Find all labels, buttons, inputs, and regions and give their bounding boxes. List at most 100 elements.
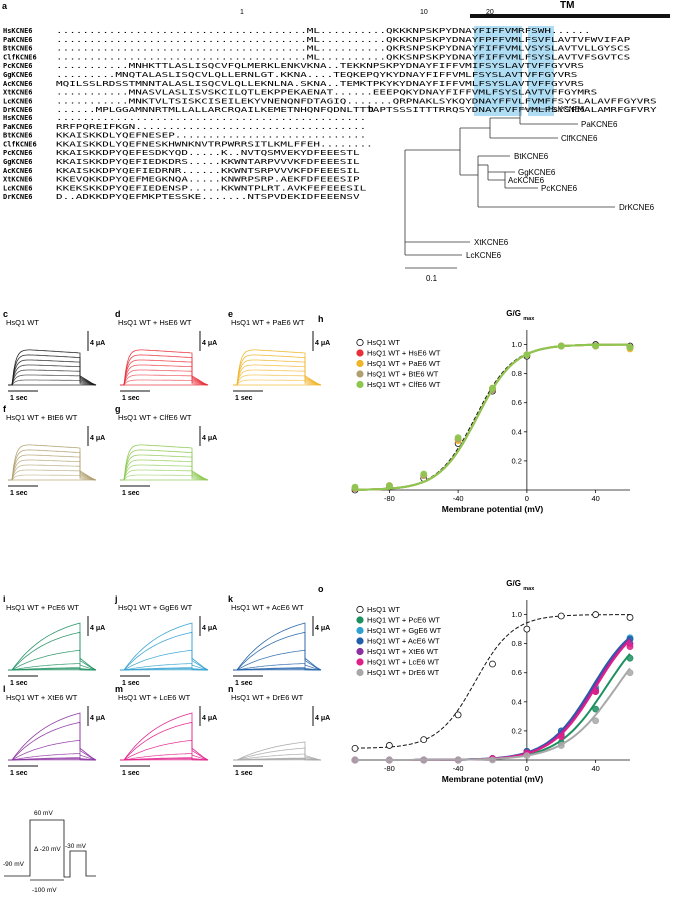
tree-leaf: BtKCNE6 [514, 152, 549, 161]
y-tick-label: 1.0 [511, 340, 521, 349]
current-trace [8, 455, 96, 480]
current-trace [8, 722, 96, 760]
tree-leaf: HsKCNE6 [548, 105, 585, 114]
tree-leaf: PaKCNE6 [581, 120, 618, 129]
x-tick-label: -80 [384, 494, 395, 503]
data-point [352, 745, 358, 751]
sequence-text: ........................................… [56, 114, 366, 122]
data-point [455, 712, 461, 718]
sequence-text: ...........MNHKTTLASLISQCVFQLMERKLENKVKN… [56, 62, 584, 70]
sequence-name: DrKCNE6 [3, 193, 33, 201]
sequence-name: BtKCNE6 [3, 45, 33, 53]
trace-panel-title: HsQ1 WT + PcE6 WT [6, 603, 79, 612]
trace-panel-title: HsQ1 WT + PaE6 WT [231, 318, 305, 327]
data-point [421, 471, 427, 477]
sequence-name: HsKCNE6 [3, 27, 33, 35]
data-point [627, 614, 633, 620]
current-scale-label: 4 μA [90, 340, 105, 347]
data-point [593, 612, 599, 618]
x-tick-label: 0 [525, 494, 529, 503]
legend-label: HsQ1 WT + AcE6 WT [367, 637, 440, 646]
data-point [386, 757, 392, 763]
current-trace [8, 623, 96, 670]
protocol-label-bottom: -100 mV [32, 887, 57, 894]
sequence-name: ClfKCNE6 [3, 140, 37, 148]
x-tick-label: 0 [525, 764, 529, 773]
sequence-name: AcKCNE6 [3, 80, 33, 88]
current-scale-label: 4 μA [202, 435, 217, 442]
trace-panel-title: HsQ1 WT + DrE6 WT [231, 693, 304, 702]
data-point [593, 718, 599, 724]
legend-label: HsQ1 WT + PaE6 WT [367, 359, 441, 368]
data-point [627, 670, 633, 676]
sequence-text: .........MNQTALASLISQCVLQLLERNLGT.KKNA..… [56, 71, 577, 79]
sequence-text: ...........MNASVLASLISVSKCILQTLEKPPEKAEN… [56, 89, 597, 97]
data-point [593, 343, 599, 349]
x-tick-label: -80 [384, 764, 395, 773]
legend-marker [357, 350, 363, 356]
data-point [627, 655, 633, 661]
legend-label: HsQ1 WT + BtE6 WT [367, 370, 439, 379]
y-tick-label: 0.2 [511, 726, 521, 735]
sequence-text: RRFPQREIFKGN............................… [56, 123, 366, 131]
data-point [524, 352, 530, 358]
legend-marker [357, 371, 363, 377]
protocol-label-tail: -30 mV [65, 843, 87, 850]
legend-label: HsQ1 WT + GgE6 WT [367, 626, 442, 635]
data-point [490, 385, 496, 391]
alignment-block-2: HsKCNE6.................................… [3, 114, 373, 201]
time-scale-label: 1 sec [235, 770, 253, 777]
current-trace [120, 360, 208, 385]
tree-leaf: DrKCNE6 [619, 203, 655, 212]
legend-marker [357, 617, 363, 623]
y-tick-label: 0.6 [511, 668, 521, 677]
panel-label-j: j [114, 594, 118, 604]
phylogenetic-tree: HsKCNE6 PaKCNE6 ClfKCNE6 BtKCNE6 GgKCNE6… [405, 105, 655, 283]
legend-marker [357, 659, 363, 665]
sequence-name: LcKCNE6 [3, 97, 33, 105]
sequence-name: XtKCNE6 [3, 89, 33, 97]
current-trace [120, 713, 208, 760]
current-trace [8, 360, 96, 385]
legend-label: HsQ1 WT [367, 338, 400, 347]
current-trace [233, 623, 321, 670]
time-scale-label: 1 sec [10, 490, 28, 497]
time-scale-label: 1 sec [235, 395, 253, 402]
tree-panel: b HsKCNE6 PaKCNE6 [368, 104, 655, 283]
ruler-label: 10 [420, 9, 428, 16]
sequence-text: ......................................ML… [56, 53, 630, 61]
time-scale-label: 1 sec [235, 680, 253, 687]
sequence-name: DrKCNE6 [3, 106, 33, 114]
current-scale-label: 4 μA [202, 340, 217, 347]
sequence-name: PcKCNE6 [3, 149, 33, 157]
time-scale-label: 1 sec [122, 490, 140, 497]
legend-label: HsQ1 WT [367, 605, 400, 614]
current-trace [8, 713, 96, 760]
sequence-name: AcKCNE6 [3, 167, 33, 175]
data-point [593, 689, 599, 695]
data-point [490, 661, 496, 667]
sequence-name: GgKCNE6 [3, 158, 33, 166]
data-point [455, 757, 461, 763]
current-scale-label: 4 μA [202, 715, 217, 722]
tree-scale-label: 0.1 [426, 274, 438, 283]
data-point [421, 757, 427, 763]
x-tick-label: 40 [591, 494, 599, 503]
sequence-name: PaKCNE6 [3, 36, 33, 44]
legend-label: HsQ1 WT + DrE6 WT [367, 668, 440, 677]
data-point [455, 435, 461, 441]
sequence-text: D..ADKKDPYQEFMKPTESSKE.......NTSPVDEKIDF… [56, 193, 360, 201]
data-point [386, 742, 392, 748]
chart-title-sub: max [523, 316, 535, 322]
sequence-name: XtKCNE6 [3, 176, 33, 184]
tree-leaf: ClfKCNE6 [561, 134, 598, 143]
